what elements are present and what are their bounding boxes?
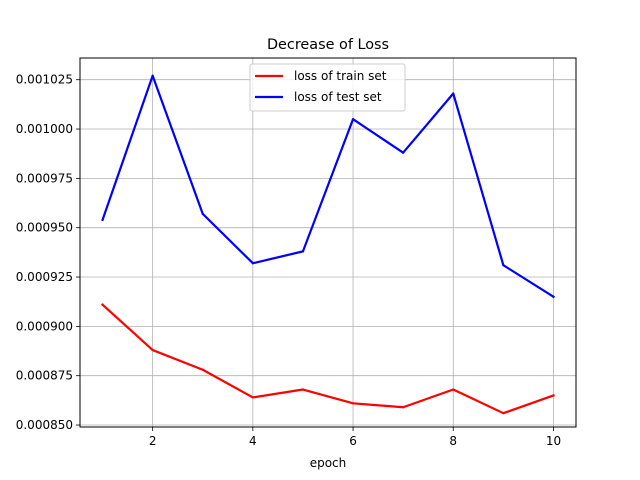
- data-point-train: [151, 348, 154, 352]
- y-tick-label: 0.000975: [16, 171, 73, 185]
- series-line-train: [100, 303, 555, 415]
- data-point-train: [101, 303, 104, 306]
- y-tick-label: 0.000950: [16, 221, 73, 235]
- data-point-test: [502, 264, 505, 267]
- data-point-train: [502, 412, 505, 415]
- x-tick-label: 4: [249, 434, 257, 448]
- data-point-test: [251, 262, 254, 265]
- data-point-test: [201, 212, 204, 215]
- y-tick-label: 0.001025: [16, 73, 73, 87]
- y-tick-label: 0.000900: [16, 319, 73, 333]
- plot-frame: [79, 57, 577, 428]
- data-point-test: [402, 151, 405, 154]
- series-line-test: [101, 74, 555, 299]
- legend-box: [249, 63, 406, 112]
- data-point-train: [301, 388, 305, 391]
- y-tick-label: 0.001000: [16, 122, 73, 136]
- x-tick-label: 8: [449, 434, 457, 448]
- legend: loss of train set loss of test set: [249, 63, 406, 112]
- data-point-test: [151, 74, 154, 77]
- x-tick-label: 10: [546, 434, 561, 448]
- x-tick-label: 6: [349, 434, 357, 448]
- data-point-train: [402, 406, 405, 409]
- data-point-train: [351, 402, 355, 405]
- data-point-test: [301, 250, 305, 253]
- data-point-train: [552, 394, 555, 397]
- data-point-test: [351, 118, 355, 121]
- y-tick-label: 0.000925: [16, 270, 73, 284]
- data-point-test: [101, 218, 104, 221]
- x-tick-label: 2: [149, 434, 157, 448]
- chart-title: Decrease of Loss: [267, 37, 389, 53]
- legend-label-test: loss of test set: [294, 90, 382, 104]
- data-point-train: [201, 368, 204, 371]
- data-point-train: [452, 388, 455, 391]
- data-point-test: [552, 295, 555, 298]
- y-axis-ticks: 0.000850 0.000875 0.000900 0.000925 0.000950…: [16, 73, 80, 432]
- legend-label-train: loss of train set: [294, 69, 387, 83]
- x-axis-label: epoch: [310, 456, 347, 470]
- series-group: [100, 74, 555, 415]
- x-axis-ticks: 2 4 6 8 10: [149, 427, 561, 448]
- data-point-train: [251, 396, 254, 399]
- y-tick-label: 0.000875: [16, 369, 73, 383]
- data-point-test: [452, 92, 455, 95]
- y-tick-label: 0.000850: [16, 418, 73, 432]
